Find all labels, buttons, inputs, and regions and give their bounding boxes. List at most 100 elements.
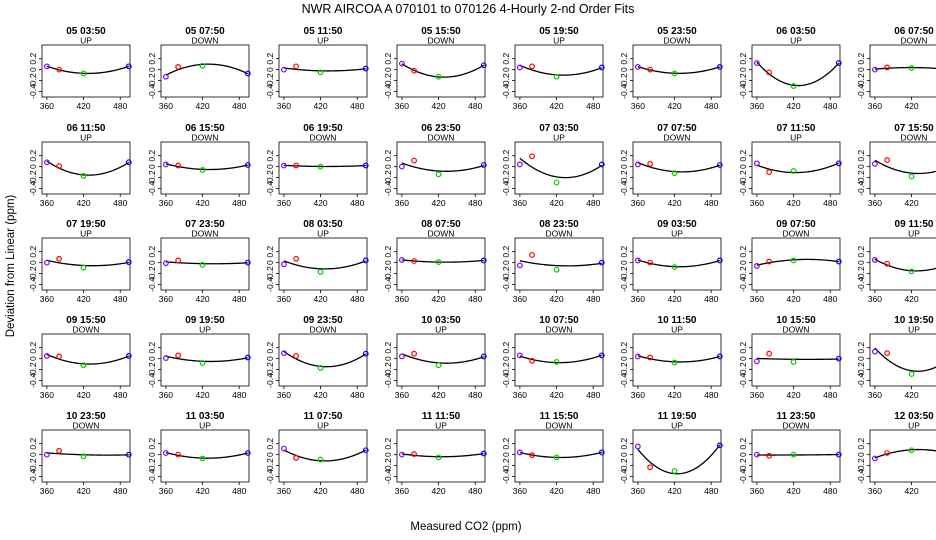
fit-curve xyxy=(519,354,602,364)
data-point xyxy=(199,455,206,462)
data-point xyxy=(884,350,891,357)
data-point xyxy=(871,348,878,355)
panel-label: 10 19:50 xyxy=(894,315,934,326)
panel-direction: DOWN xyxy=(901,133,928,143)
y-tick-label: 0 xyxy=(738,356,748,361)
data-point xyxy=(162,161,169,168)
y-tick-label: -0.2 xyxy=(856,73,866,88)
panel-direction: UP xyxy=(80,229,92,239)
x-tick-label: 480 xyxy=(113,198,127,208)
fit-curve xyxy=(756,258,839,266)
y-axis-label: Deviation from Linear (ppm) xyxy=(5,195,17,338)
x-tick-label: 480 xyxy=(350,390,364,400)
x-tick-label: 480 xyxy=(586,486,600,496)
y-tick-label: 0 xyxy=(501,356,511,361)
data-point xyxy=(244,259,251,266)
y-tick-label: 0 xyxy=(383,452,393,457)
data-point xyxy=(598,161,605,168)
panel-label: 06 03:50 xyxy=(776,26,816,37)
y-tick-label: 0.2 xyxy=(501,342,511,354)
y-tick-label: 0.2 xyxy=(383,438,393,450)
x-tick-label: 480 xyxy=(232,390,246,400)
x-tick-label: 360 xyxy=(277,390,291,400)
y-tick-label: 0.2 xyxy=(383,53,393,65)
panel-direction: UP xyxy=(908,325,920,335)
x-tick-label: 360 xyxy=(750,294,764,304)
panel-frame xyxy=(869,44,936,98)
y-tick-label: -0.2 xyxy=(501,362,511,377)
fit-curve xyxy=(874,347,936,372)
panel-frame xyxy=(869,333,936,387)
fit-curve xyxy=(874,66,936,70)
y-tick-label: -0.4 xyxy=(619,84,629,99)
x-tick-label: 480 xyxy=(468,101,482,111)
panel-frame xyxy=(278,333,368,387)
panel-label: 06 11:50 xyxy=(67,123,106,134)
data-point xyxy=(175,63,182,70)
y-tick-label: -0.2 xyxy=(265,362,275,377)
x-tick-label: 420 xyxy=(313,486,327,496)
data-point xyxy=(766,69,773,76)
data-point xyxy=(871,66,878,73)
data-point xyxy=(634,161,641,168)
data-point xyxy=(398,256,405,263)
data-point xyxy=(317,365,324,371)
y-tick-label: 0 xyxy=(28,356,38,361)
y-tick-label: 0 xyxy=(147,452,157,457)
y-tick-label: 0 xyxy=(619,164,629,169)
y-tick-label: 0.2 xyxy=(738,150,748,162)
data-point xyxy=(398,451,405,458)
data-point xyxy=(908,173,915,180)
y-tick-label: 0 xyxy=(147,164,157,169)
y-tick-label: 0 xyxy=(501,164,511,169)
fit-curve xyxy=(637,444,721,475)
panel-frame xyxy=(160,141,250,195)
panel-frame xyxy=(278,429,368,483)
x-tick-label: 420 xyxy=(786,294,800,304)
panel-label: 05 23:50 xyxy=(657,26,697,37)
panel-label: 10 11:50 xyxy=(658,315,697,326)
x-tick-label: 360 xyxy=(868,294,882,304)
fit-curve xyxy=(874,448,936,459)
x-tick-label: 480 xyxy=(232,294,246,304)
x-tick-label: 420 xyxy=(549,486,563,496)
panel-direction: UP xyxy=(908,229,920,239)
y-tick-label: -0.4 xyxy=(265,181,275,196)
data-point xyxy=(293,255,300,262)
y-tick-label: 0.2 xyxy=(619,342,629,354)
y-tick-label: 0.2 xyxy=(738,342,748,354)
y-tick-label: 0 xyxy=(738,260,748,265)
y-tick-label: -0.4 xyxy=(265,277,275,292)
panel-label: 06 07:50 xyxy=(894,26,934,37)
panel-direction: UP xyxy=(553,36,565,46)
panel-frame xyxy=(632,333,722,387)
data-point xyxy=(293,162,300,169)
data-point xyxy=(435,171,442,178)
x-tick-label: 360 xyxy=(868,390,882,400)
x-tick-label: 480 xyxy=(823,486,837,496)
y-tick-label: -0.2 xyxy=(619,73,629,88)
panel-label: 07 03:50 xyxy=(539,123,579,134)
y-tick-label: 0 xyxy=(147,260,157,265)
y-tick-label: -0.2 xyxy=(619,458,629,473)
panel-label: 11 11:50 xyxy=(422,411,461,422)
data-point xyxy=(516,262,523,269)
x-tick-label: 480 xyxy=(586,294,600,304)
panel-direction: UP xyxy=(908,421,920,431)
x-tick-label: 480 xyxy=(468,294,482,304)
fit-curve xyxy=(519,157,603,179)
panel-direction: UP xyxy=(553,133,565,143)
data-point xyxy=(435,454,442,461)
data-point xyxy=(480,162,487,168)
panel-direction: DOWN xyxy=(664,36,691,46)
y-tick-label: 0.2 xyxy=(738,53,748,65)
panel-frame xyxy=(514,44,604,98)
y-tick-label: -0.4 xyxy=(383,469,393,484)
y-tick-label: 0.2 xyxy=(383,342,393,354)
